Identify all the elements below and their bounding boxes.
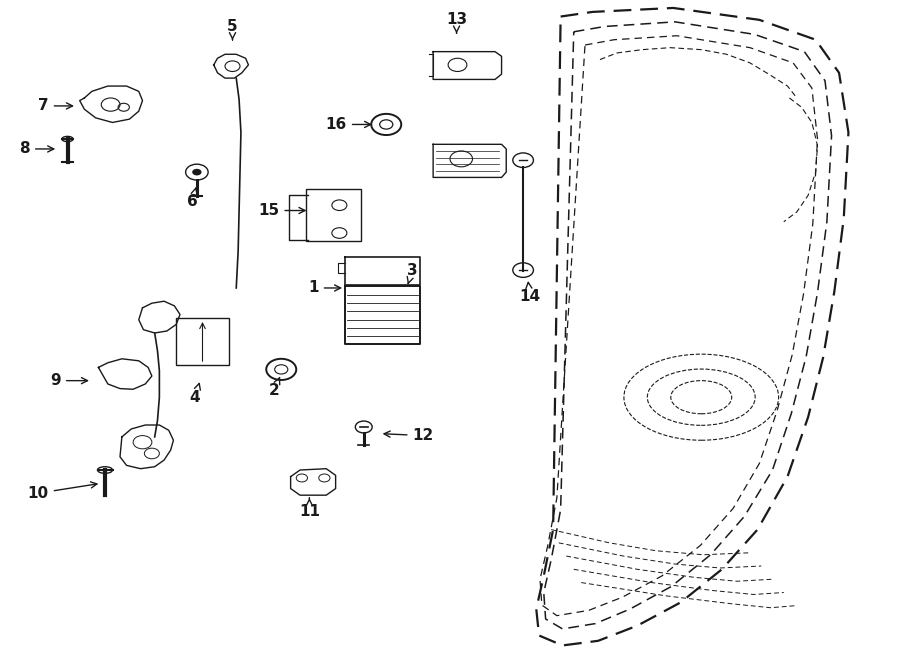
Text: 14: 14 bbox=[519, 282, 540, 304]
Text: 1: 1 bbox=[309, 281, 341, 295]
Circle shape bbox=[193, 169, 202, 175]
Text: 4: 4 bbox=[190, 383, 201, 404]
Text: 15: 15 bbox=[258, 203, 305, 218]
Text: 8: 8 bbox=[20, 142, 54, 156]
Text: 5: 5 bbox=[227, 19, 238, 40]
Text: 2: 2 bbox=[268, 377, 280, 398]
Text: 13: 13 bbox=[446, 13, 467, 33]
Text: 6: 6 bbox=[187, 188, 198, 209]
Text: 16: 16 bbox=[326, 117, 371, 132]
Text: 7: 7 bbox=[38, 99, 73, 113]
Text: 10: 10 bbox=[28, 482, 97, 500]
Text: 11: 11 bbox=[299, 498, 320, 518]
Text: 3: 3 bbox=[407, 263, 418, 283]
Text: 9: 9 bbox=[50, 373, 87, 388]
Text: 12: 12 bbox=[384, 428, 434, 443]
